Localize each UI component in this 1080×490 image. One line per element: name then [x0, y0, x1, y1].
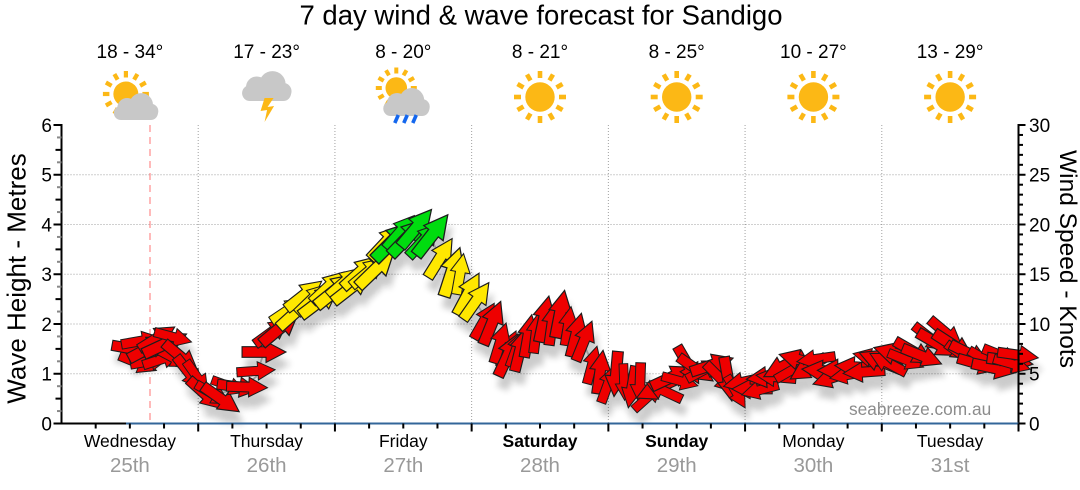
svg-text:0: 0: [41, 414, 52, 435]
svg-text:3: 3: [41, 265, 52, 286]
svg-text:Friday: Friday: [379, 431, 428, 451]
svg-text:8 - 25°: 8 - 25°: [649, 42, 705, 63]
svg-text:8 - 21°: 8 - 21°: [512, 42, 568, 63]
svg-text:Wave Height - Metres: Wave Height - Metres: [2, 153, 32, 403]
svg-text:4: 4: [41, 215, 52, 236]
svg-text:Monday: Monday: [782, 431, 845, 451]
svg-text:6: 6: [41, 116, 52, 137]
svg-text:Wednesday: Wednesday: [84, 431, 176, 451]
svg-text:25: 25: [1029, 166, 1050, 187]
svg-text:7 day wind & wave forecast for: 7 day wind & wave forecast for Sandigo: [299, 0, 782, 31]
svg-text:18 - 34°: 18 - 34°: [97, 42, 164, 63]
svg-text:30th: 30th: [793, 454, 833, 477]
svg-text:29th: 29th: [657, 454, 697, 477]
svg-text:Saturday: Saturday: [503, 431, 578, 451]
svg-text:15: 15: [1029, 265, 1050, 286]
svg-text:28th: 28th: [520, 454, 560, 477]
svg-text:Sunday: Sunday: [645, 431, 708, 451]
svg-text:13 - 29°: 13 - 29°: [917, 42, 984, 63]
svg-text:2: 2: [41, 315, 52, 336]
svg-text:26th: 26th: [247, 454, 287, 477]
svg-text:8 - 20°: 8 - 20°: [375, 42, 431, 63]
svg-text:27th: 27th: [383, 454, 423, 477]
svg-text:30: 30: [1029, 116, 1050, 137]
svg-text:20: 20: [1029, 215, 1050, 236]
svg-text:17 - 23°: 17 - 23°: [233, 42, 300, 63]
svg-text:10: 10: [1029, 315, 1050, 336]
svg-text:1: 1: [41, 365, 52, 386]
svg-text:Tuesday: Tuesday: [917, 431, 984, 451]
svg-text:10 - 27°: 10 - 27°: [780, 42, 847, 63]
svg-text:seabreeze.com.au: seabreeze.com.au: [849, 399, 991, 419]
svg-text:0: 0: [1029, 414, 1040, 435]
svg-text:31st: 31st: [931, 454, 970, 477]
svg-text:5: 5: [41, 166, 52, 187]
svg-text:Wind Speed - Knots: Wind Speed - Knots: [1054, 150, 1080, 368]
svg-text:Thursday: Thursday: [230, 431, 303, 451]
svg-text:25th: 25th: [110, 454, 150, 477]
svg-text:5: 5: [1029, 365, 1040, 386]
